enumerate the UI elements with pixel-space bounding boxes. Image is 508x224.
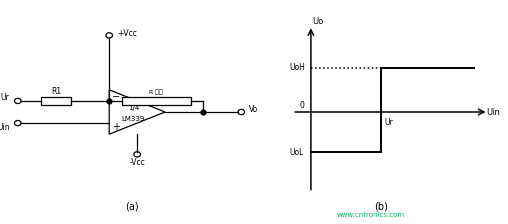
Polygon shape <box>109 90 165 134</box>
Text: Uin: Uin <box>0 123 10 132</box>
Text: R 上拉: R 上拉 <box>149 89 163 95</box>
Text: UoH: UoH <box>289 63 305 72</box>
Text: -Vcc: -Vcc <box>129 158 145 167</box>
Text: +: + <box>112 122 119 132</box>
Text: R1: R1 <box>51 87 61 96</box>
Text: LM339: LM339 <box>121 116 145 122</box>
Text: Uo: Uo <box>312 17 324 26</box>
Text: Ur: Ur <box>385 118 394 127</box>
Bar <box>122 97 190 105</box>
Text: www.cntronics.com: www.cntronics.com <box>337 212 405 218</box>
Text: 1/4: 1/4 <box>128 105 139 111</box>
Text: (a): (a) <box>125 202 139 212</box>
Text: (b): (b) <box>374 202 388 212</box>
Text: −: − <box>112 92 119 102</box>
Text: Ur: Ur <box>1 93 10 102</box>
Text: +Vcc: +Vcc <box>117 29 137 38</box>
Text: 0: 0 <box>299 101 304 110</box>
Text: UoL: UoL <box>290 148 304 157</box>
Text: Vo: Vo <box>249 106 259 114</box>
Text: Uin: Uin <box>486 108 500 116</box>
Bar <box>41 97 71 105</box>
